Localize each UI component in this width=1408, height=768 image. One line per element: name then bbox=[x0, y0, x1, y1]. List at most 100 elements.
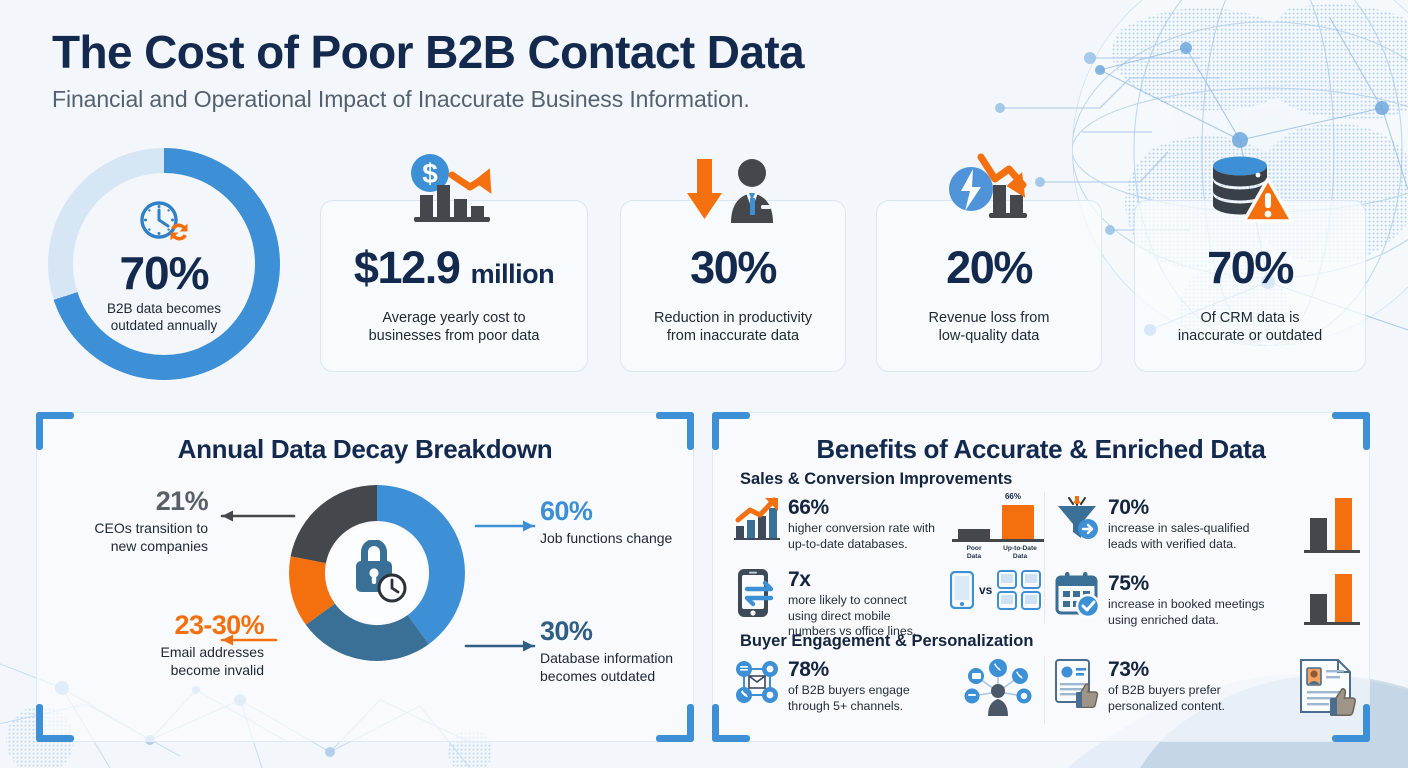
stat-value-unit: million bbox=[470, 259, 555, 289]
mini-bar-category-2: Up-to-Date Data bbox=[1003, 545, 1037, 560]
benefit-mobile-connect: 7x more likely to connect using direct m… bbox=[734, 568, 949, 640]
decay-chart-area: 21% CEOs transition to new companies 23-… bbox=[36, 470, 694, 728]
database-warning-icon bbox=[1135, 153, 1365, 227]
benefit-value: 7x bbox=[788, 568, 811, 591]
corner-bracket-top-right bbox=[656, 412, 694, 450]
benefit-viz-two-bars-leads bbox=[1304, 496, 1360, 559]
stat-description-line1: Average yearly cost to bbox=[382, 310, 526, 326]
decay-label-value: 21% bbox=[155, 486, 209, 516]
stat-card-data-decay: 70% B2B data becomes outdated annually bbox=[48, 148, 280, 380]
stat-description-line2: from inaccurate data bbox=[666, 328, 800, 345]
stat-description-line1: B2B data becomes bbox=[106, 300, 222, 316]
benefit-value: 78% bbox=[788, 658, 829, 681]
stat-value: 30% bbox=[690, 242, 777, 293]
stat-description-line2: inaccurate or outdated bbox=[1177, 328, 1323, 345]
down-arrow-businessman-icon bbox=[621, 153, 845, 227]
benefit-sales-qualified-leads: 70% increase in sales-qualified leads wi… bbox=[1054, 496, 1284, 552]
benefit-value: 70% bbox=[1108, 496, 1149, 519]
decay-label-database-outdated: 30% Database information becomes outdate… bbox=[540, 618, 720, 685]
stat-description: Of CRM data is inaccurate or outdated bbox=[1141, 309, 1359, 346]
benefit-conversion-rate: 66% higher conversion rate with up-to-da… bbox=[734, 496, 944, 552]
page-subtitle: Financial and Operational Impact of Inac… bbox=[52, 86, 750, 113]
page-title: The Cost of Poor B2B Contact Data bbox=[52, 26, 805, 78]
decay-label-desc: CEOs transition to new companies bbox=[94, 520, 208, 554]
stat-description-line1: Revenue loss from bbox=[928, 310, 1050, 326]
benefit-description: higher conversion rate with up-to-date d… bbox=[788, 521, 935, 551]
benefit-description: of B2B buyers engage through 5+ channels… bbox=[788, 683, 910, 713]
benefit-description: of B2B buyers prefer personalized conten… bbox=[1108, 683, 1225, 713]
decay-label-value: 60% bbox=[540, 496, 593, 526]
stat-value-number: $12.9 bbox=[353, 242, 461, 293]
corner-bracket-top-right bbox=[1332, 412, 1370, 450]
benefit-value: 75% bbox=[1108, 572, 1149, 595]
decay-label-value: 23-30% bbox=[174, 610, 265, 640]
data-decay-donut-chart bbox=[282, 478, 472, 668]
benefit-multichannel-engagement: 78% of B2B buyers engage through 5+ chan… bbox=[734, 658, 954, 714]
stat-description: Average yearly cost to businesses from p… bbox=[327, 309, 581, 346]
decay-label-desc: Job functions change bbox=[540, 530, 673, 546]
multiple-phones-icon bbox=[997, 570, 1042, 610]
decay-label-desc: Database information becomes outdated bbox=[540, 650, 674, 684]
stat-description: Reduction in productivity from inaccurat… bbox=[627, 309, 839, 346]
stat-description-line2: outdated annually bbox=[110, 317, 218, 333]
stat-description-line1: Reduction in productivity bbox=[654, 310, 812, 326]
corner-bracket-bottom-right bbox=[1332, 704, 1370, 742]
lock-clock-icon bbox=[356, 540, 407, 603]
page-header: The Cost of Poor B2B Contact Data Financ… bbox=[52, 26, 805, 113]
corner-bracket-top-left bbox=[712, 412, 750, 450]
decay-label-value: 30% bbox=[540, 616, 593, 646]
section-heading-sales: Sales & Conversion Improvements bbox=[740, 470, 1013, 488]
multichannel-network-icon bbox=[734, 658, 780, 706]
benefit-viz-phone-comparison: vs bbox=[950, 570, 1043, 610]
benefit-viz-two-bars-meetings bbox=[1304, 570, 1360, 631]
svg-text:$: $ bbox=[422, 158, 438, 189]
mobile-exchange-icon bbox=[734, 568, 780, 618]
funnel-arrow-icon bbox=[1054, 496, 1100, 542]
right-panel-title: Benefits of Accurate & Enriched Data bbox=[816, 434, 1266, 464]
mini-bar-category-1: Poor Data bbox=[966, 545, 982, 560]
decay-label-ceo-transition: 21% CEOs transition to new companies bbox=[48, 488, 208, 555]
donut-center-icon-wrap bbox=[328, 524, 426, 622]
stat-card-revenue-loss: 20% Revenue loss from low-quality data bbox=[876, 153, 1102, 372]
decay-label-job-functions: 60% Job functions change bbox=[540, 498, 720, 548]
stat-description-line1: Of CRM data is bbox=[1200, 310, 1300, 326]
rising-bar-chart-icon bbox=[734, 496, 780, 540]
decay-label-email-invalid: 23-30% Email addresses become invalid bbox=[92, 610, 265, 679]
dollar-declining-bars-icon: $ bbox=[321, 153, 587, 227]
mini-two-bars bbox=[1304, 498, 1360, 553]
benefit-booked-meetings: 75% increase in booked meetings using en… bbox=[1054, 572, 1294, 628]
stat-value: 70% bbox=[1207, 242, 1294, 293]
benefits-panel: Benefits of Accurate & Enriched Data Sal… bbox=[712, 412, 1370, 742]
stat-donut-ring: 70% B2B data becomes outdated annually bbox=[48, 148, 280, 380]
stat-description-line2: low-quality data bbox=[938, 328, 1040, 345]
single-phone-icon bbox=[950, 571, 974, 609]
stat-description: Revenue loss from low-quality data bbox=[883, 309, 1095, 346]
corner-bracket-bottom-left bbox=[712, 704, 750, 742]
decay-label-desc: Email addresses become invalid bbox=[160, 644, 265, 678]
corner-bracket-top-left bbox=[36, 412, 74, 450]
mini-bar-chart bbox=[952, 505, 1044, 542]
stat-value: 20% bbox=[946, 242, 1033, 293]
left-panel-title: Annual Data Decay Breakdown bbox=[177, 434, 553, 464]
mini-two-bars bbox=[1304, 574, 1360, 625]
column-divider bbox=[1044, 492, 1045, 624]
stat-value: 70% bbox=[119, 246, 209, 299]
stat-value: $12.9 million bbox=[321, 245, 587, 290]
stat-card-yearly-cost: $ $12.9 million Average yearly cost to b… bbox=[320, 154, 588, 372]
corner-bracket-bottom-right bbox=[656, 704, 694, 742]
corner-bracket-bottom-left bbox=[36, 704, 74, 742]
annual-data-decay-panel: Annual Data Decay Breakdown bbox=[36, 412, 694, 742]
benefit-viz-compare-bars: 66% Poor Data Up-to-Date Data bbox=[952, 492, 1044, 560]
benefit-value: 66% bbox=[788, 496, 829, 519]
calendar-check-icon bbox=[1054, 572, 1100, 618]
benefit-description: increase in booked meetings using enrich… bbox=[1108, 597, 1265, 627]
vs-label: vs bbox=[979, 583, 993, 597]
mini-bar-value-label: 66% bbox=[1004, 492, 1021, 501]
column-divider-lower bbox=[1044, 656, 1045, 724]
broken-shield-declining-bars-icon bbox=[877, 153, 1101, 227]
section-heading-engagement: Buyer Engagement & Personalization bbox=[740, 632, 1034, 650]
stat-description: B2B data becomes outdated annually bbox=[107, 301, 221, 334]
person-channels-icon bbox=[964, 659, 1032, 716]
benefit-description: increase in sales-qualified leads with v… bbox=[1108, 521, 1250, 551]
stat-card-crm-data: 70% Of CRM data is inaccurate or outdate… bbox=[1134, 156, 1366, 372]
